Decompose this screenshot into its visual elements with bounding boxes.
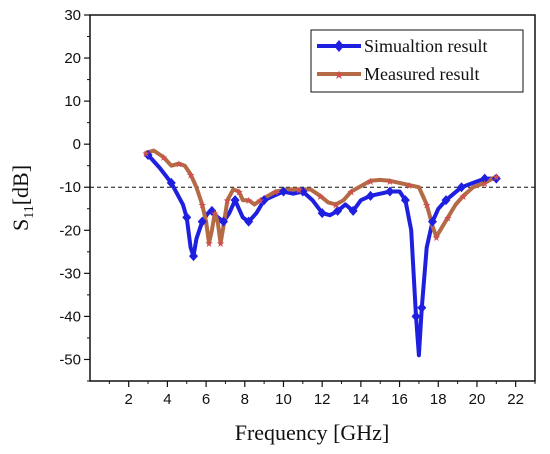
data-point-simulation (333, 205, 343, 216)
series-markers: ★ ★★★★★★★★★★ ★★ ★★★★★ ★ ★★★★★★★ (142, 149, 501, 322)
data-point-measured: ★ (210, 209, 219, 220)
y-tick-label: -20 (59, 222, 81, 239)
data-point-measured: ★ (205, 239, 214, 250)
data-point-measured: ★ (142, 149, 151, 160)
x-tick-label: 10 (275, 391, 292, 408)
data-point-simulation (219, 216, 228, 227)
data-point-simulation (230, 195, 240, 206)
data-point-measured: ★ (480, 179, 489, 190)
x-tick-label: 16 (391, 391, 408, 408)
x-tick-label: 4 (163, 391, 171, 408)
data-point-simulation (441, 195, 451, 206)
y-tick-label: 20 (64, 50, 81, 67)
data-point-simulation (411, 311, 421, 322)
x-tick-label: 22 (507, 391, 524, 408)
x-tick-label: 18 (430, 391, 447, 408)
data-point-measured: ★ (244, 196, 253, 207)
data-point-measured: ★ (198, 200, 207, 211)
legend-marker-simulation (334, 40, 344, 52)
data-point-measured: ★ (186, 170, 195, 181)
x-tick-label: 12 (314, 391, 331, 408)
data-point-simulation (417, 302, 427, 313)
x-tick-label: 6 (202, 391, 210, 408)
data-point-measured: ★ (159, 153, 168, 164)
data-point-measured: ★ (234, 188, 243, 199)
data-point-measured: ★ (331, 200, 340, 211)
data-point-measured: ★ (271, 188, 280, 199)
legend: Simualtion result ★ Measured result (310, 29, 524, 93)
data-point-simulation (456, 182, 466, 193)
legend-label-simulation: Simualtion result (364, 36, 488, 56)
data-point-simulation (317, 208, 327, 219)
data-point-measured: ★ (459, 192, 468, 203)
x-tick-label: 20 (469, 391, 486, 408)
data-point-measured: ★ (405, 181, 414, 192)
data-point-measured: ★ (347, 188, 356, 199)
data-point-simulation (189, 251, 199, 262)
data-point-simulation (166, 177, 176, 188)
data-point-measured: ★ (223, 196, 232, 207)
data-point-simulation (366, 190, 376, 201)
data-point-measured: ★ (443, 213, 452, 224)
y-tick-label: -30 (59, 265, 81, 282)
data-point-simulation (400, 195, 410, 206)
x-tick-label: 14 (353, 391, 370, 408)
data-point-simulation (197, 216, 207, 227)
data-point-measured: ★ (422, 200, 431, 211)
y-tick-label: 30 (64, 7, 81, 24)
y-tick-label: 10 (64, 93, 81, 110)
data-point-simulation (143, 149, 153, 160)
data-point-simulation (348, 205, 358, 216)
data-point-simulation (182, 212, 192, 223)
data-point-simulation (491, 173, 501, 184)
data-point-measured: ★ (492, 172, 501, 183)
data-point-measured: ★ (385, 177, 394, 188)
x-tick-label: 8 (241, 391, 249, 408)
data-point-measured: ★ (432, 233, 441, 244)
legend-box (310, 29, 524, 93)
x-axis-title: Frequency [GHz] (235, 420, 390, 445)
data-point-simulation (259, 195, 269, 206)
data-point-measured: ★ (316, 192, 325, 203)
y-tick-label: -50 (59, 351, 81, 368)
y-axis-title: S11[dB] (8, 165, 37, 231)
data-point-measured: ★ (175, 160, 184, 171)
data-point-simulation (298, 186, 308, 197)
x-tick-label: 2 (125, 391, 133, 408)
y-tick-label: -40 (59, 308, 81, 325)
legend-marker-measured: ★ (334, 68, 345, 82)
axis-ticks: 2 4 6 8 10 12 14 16 18 20 22 -50 -40 -30 -20 -10 0 10 20 30 (59, 7, 536, 408)
data-point-simulation (385, 186, 395, 197)
legend-label-measured: Measured result (364, 64, 479, 84)
data-point-simulation (244, 216, 254, 227)
data-point-measured: ★ (366, 177, 375, 188)
data-point-simulation (427, 216, 437, 227)
data-point-measured: ★ (216, 239, 225, 250)
data-point-measured: ★ (294, 185, 303, 196)
data-point-simulation (207, 205, 217, 216)
data-point-simulation (480, 173, 490, 184)
y-axis-title-sub: 11 (22, 205, 37, 218)
y-tick-label: 0 (73, 136, 81, 153)
y-axis-title-main: S (8, 219, 33, 231)
y-tick-label: -10 (59, 179, 81, 196)
data-point-simulation (278, 186, 288, 197)
data-point-measured: ★ (256, 196, 265, 207)
y-axis-title-unit: [dB] (8, 165, 33, 205)
